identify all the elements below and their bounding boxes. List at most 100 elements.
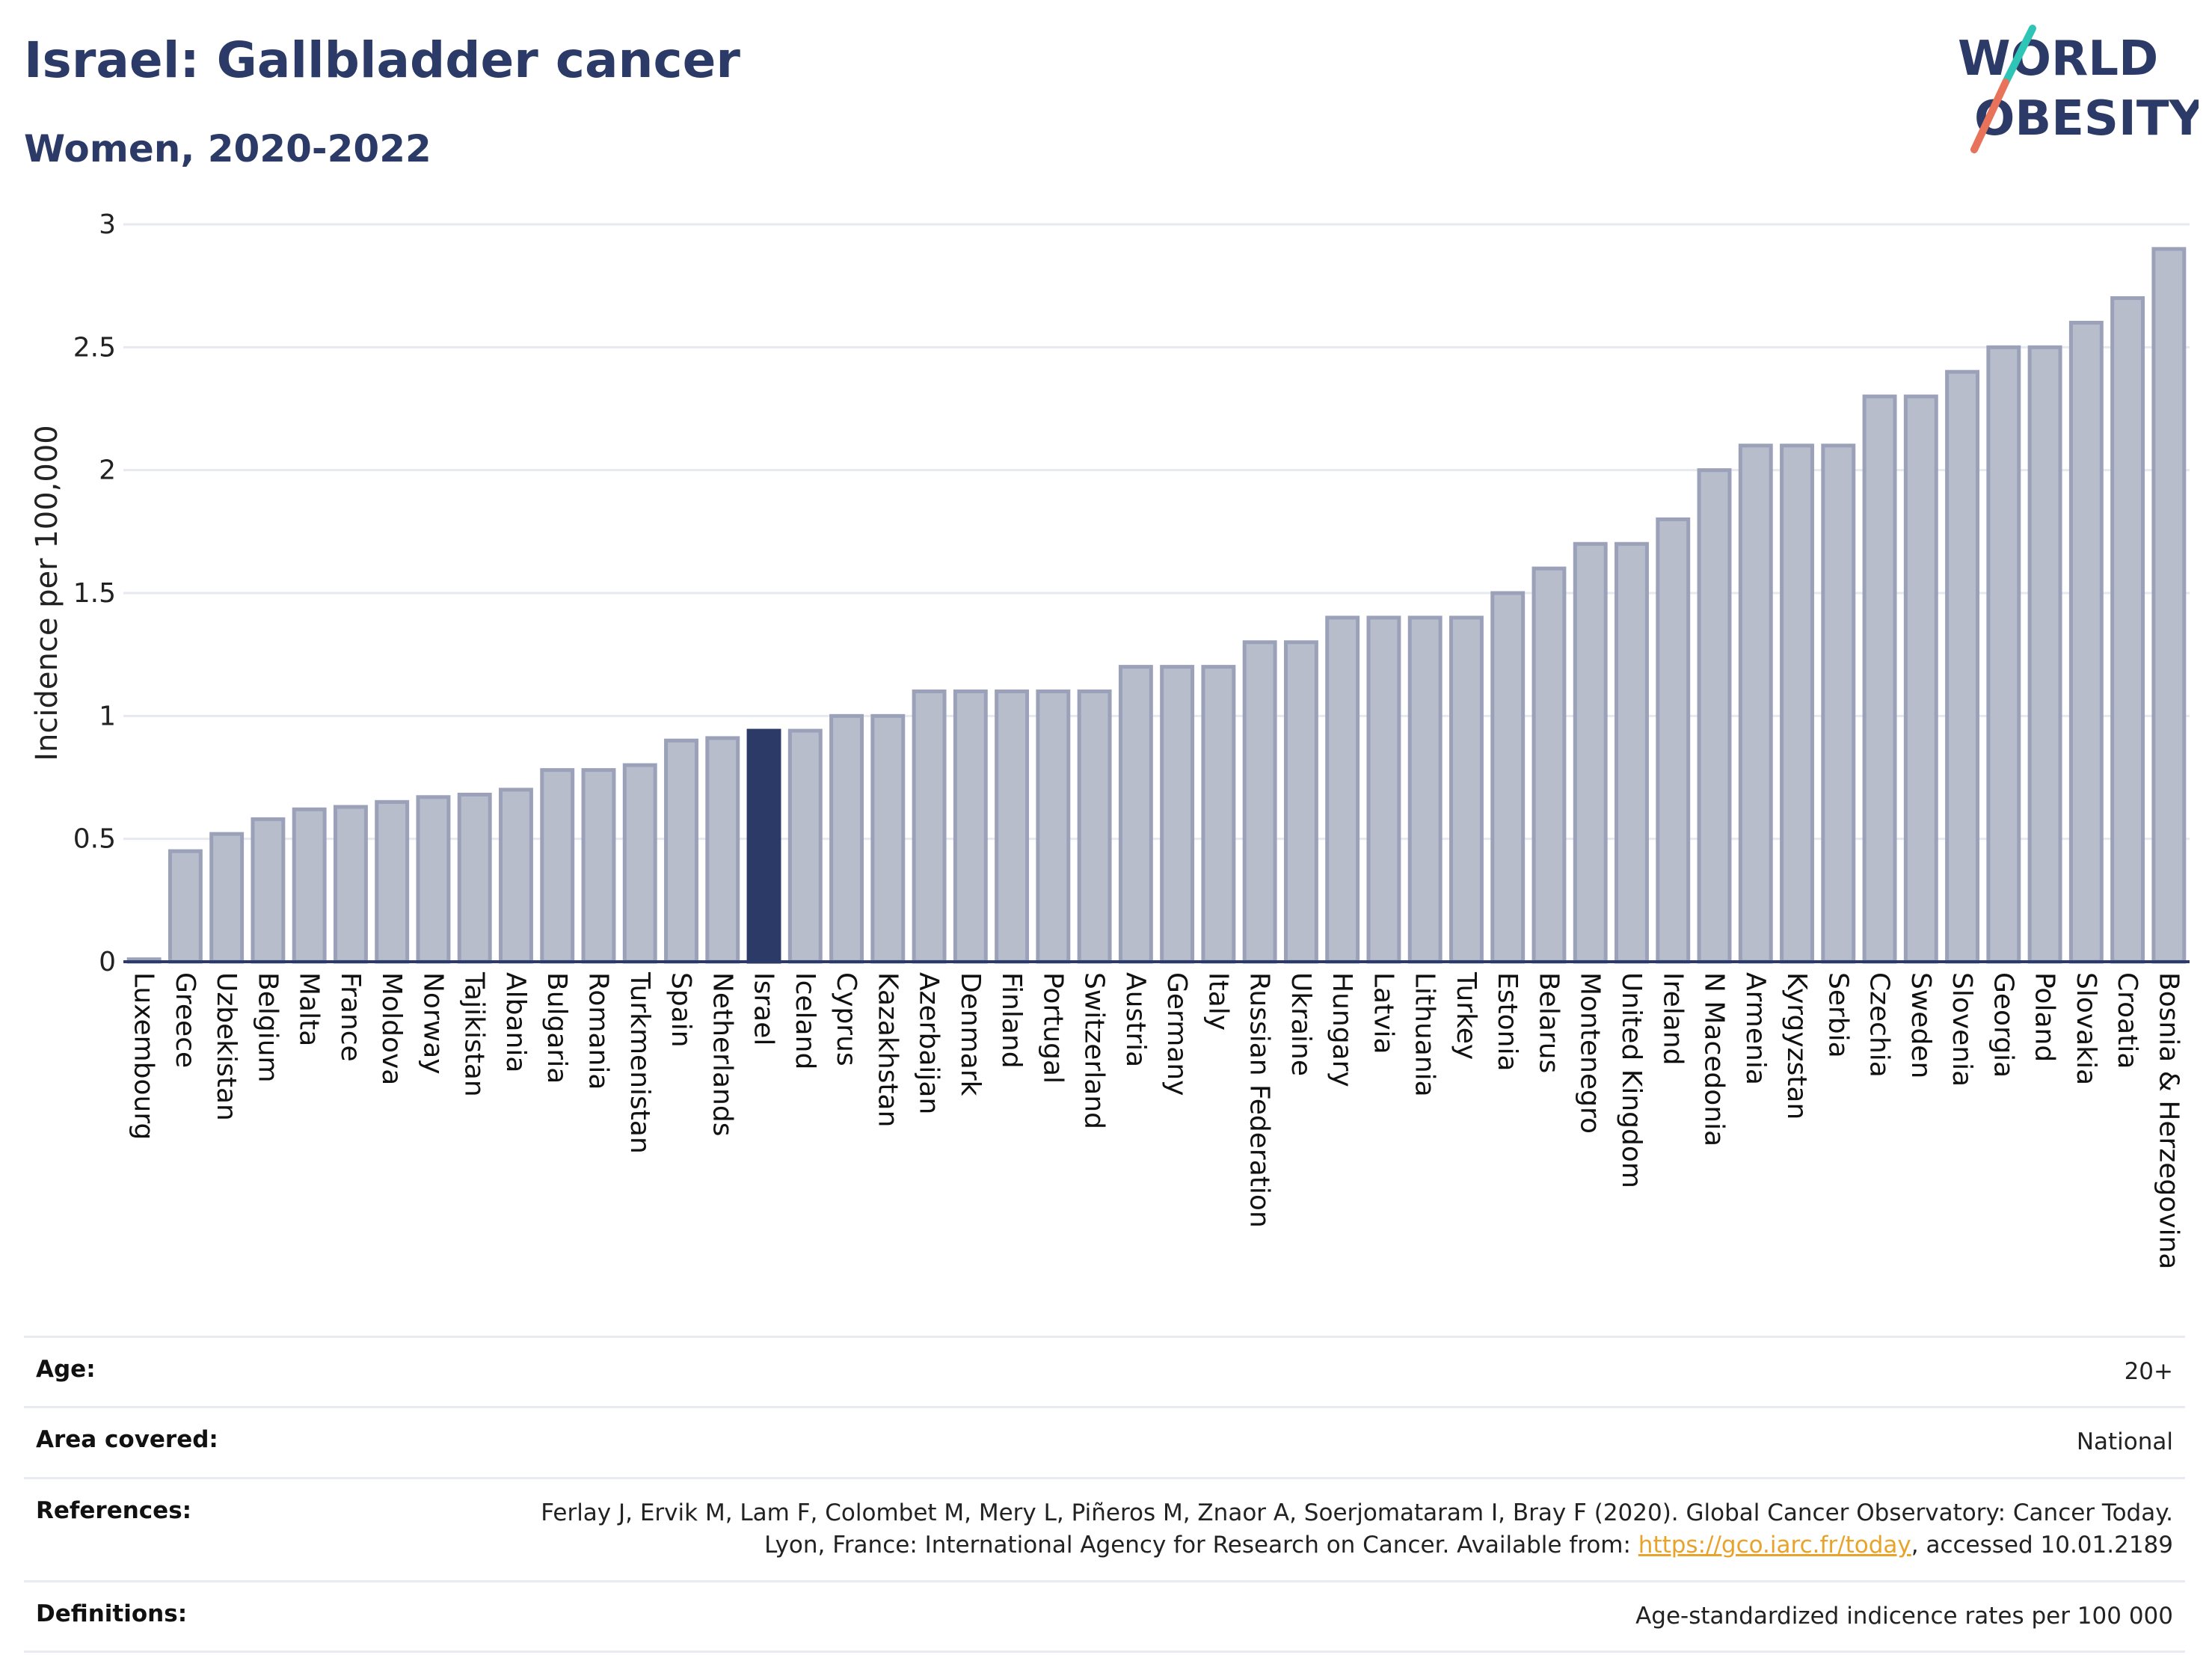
y-axis-label: Incidence per 100,000 [30, 425, 64, 761]
bar [1118, 665, 1153, 964]
bar [1325, 615, 1360, 964]
world-obesity-logo: WORLD OBESITY [1958, 25, 2199, 153]
bar [1201, 665, 1236, 964]
x-tick-label: Switzerland [1079, 972, 1110, 1129]
x-tick-label: Turkey [1451, 971, 1481, 1060]
x-tick-label: Kazakhstan [872, 972, 903, 1127]
y-tick-label: 0.5 [73, 824, 116, 855]
bar [1821, 443, 1856, 964]
x-tick-label: Kyrgyzstan [1781, 972, 1812, 1120]
logo-line1: WORLD [1958, 31, 2158, 87]
y-tick-label: 1.5 [73, 578, 116, 609]
y-tick-label: 2.5 [73, 332, 116, 363]
x-tick-label: Romania [583, 972, 613, 1090]
bar [2027, 345, 2062, 964]
x-tick-label: Moldova [376, 972, 407, 1085]
bar [1697, 468, 1732, 964]
bar [2110, 296, 2145, 964]
x-tick-label: Netherlands [707, 972, 737, 1136]
x-tick-label: Norway [417, 972, 448, 1075]
bar [912, 689, 947, 964]
bar [1531, 566, 1567, 964]
bar [499, 787, 533, 964]
x-tick-label: Tajikistan [459, 971, 490, 1097]
x-tick-label: Latvia [1368, 972, 1398, 1054]
x-tick-label: Croatia [2112, 972, 2142, 1069]
x-tick-label: Belgium [252, 972, 283, 1083]
bar-chart: 0 0.5 1 1.5 2 2.5 3 Incidence per 100,000 Luxemb… [30, 209, 2190, 1269]
bar [1615, 541, 1649, 964]
bar [995, 689, 1030, 964]
meta-references-label: References: [36, 1496, 192, 1524]
x-tick-label: Estonia [1492, 972, 1523, 1072]
x-tick-label: Albania [500, 972, 531, 1072]
bar [1738, 443, 1773, 964]
x-tick-label: Malta [294, 972, 325, 1046]
bar [870, 713, 906, 964]
bar [292, 807, 327, 964]
x-tick-label: Hungary [1327, 972, 1357, 1087]
bar [664, 738, 698, 964]
x-tick-label: Bosnia & Herzegovina [2153, 972, 2184, 1269]
bar [1366, 615, 1401, 964]
bar [1862, 394, 1897, 964]
bar [168, 849, 203, 964]
y-tick-label: 1 [99, 701, 116, 731]
bar [1986, 345, 2021, 964]
bar [829, 713, 864, 964]
bar [581, 768, 616, 964]
bar [2068, 320, 2104, 964]
x-tick-label: Armenia [1740, 972, 1771, 1085]
logo-slash-teal-icon [2002, 25, 2036, 86]
meta-definitions-value: Age-standardized indicence rates per 100… [1635, 1602, 2173, 1630]
bar [416, 795, 451, 964]
x-tick-label: Poland [2030, 972, 2060, 1062]
x-tick-label: Denmark [955, 972, 986, 1096]
bar [746, 728, 781, 964]
x-tick-label: Ukraine [1285, 972, 1316, 1076]
x-tick-label: N Macedonia [1699, 972, 1730, 1146]
x-tick-label: Ireland [1657, 972, 1688, 1066]
meta-row-age: Age: 20+ [24, 1336, 2185, 1406]
x-tick-label: United Kingdom [1616, 972, 1647, 1188]
references-text: Ferlay J, Ervik M, Lam F, Colombet M, Me… [541, 1499, 2173, 1559]
meta-age-value: 20+ [2124, 1358, 2173, 1385]
page-title: Israel: Gallbladder cancer [24, 31, 740, 89]
x-tick-label: Slovenia [1947, 972, 1977, 1087]
page-subtitle: Women, 2020-2022 [24, 127, 431, 171]
bar [209, 832, 245, 964]
bar [2151, 247, 2187, 964]
bar [1077, 689, 1112, 964]
y-tick-label: 2 [99, 455, 116, 486]
bar [953, 689, 988, 964]
bar [1242, 640, 1277, 964]
meta-row-references: References: Ferlay J, Ervik M, Lam F, Co… [24, 1476, 2185, 1580]
x-tick-label: Greece [170, 972, 200, 1068]
x-tick-label: Lithuania [1410, 972, 1440, 1097]
meta-age-label: Age: [36, 1356, 96, 1383]
x-tick-label: Italy [1202, 972, 1233, 1031]
x-tick-label: France [335, 972, 366, 1062]
x-tick-label: Serbia [1822, 972, 1853, 1058]
metadata-table: Age: 20+ Area covered: National Referenc… [24, 1336, 2185, 1653]
x-tick-label: Iceland [790, 972, 820, 1069]
bar [333, 805, 368, 964]
x-tick-label: Portugal [1037, 972, 1068, 1084]
x-tick-label: Israel [749, 972, 779, 1045]
bar [375, 799, 410, 964]
bar [540, 768, 575, 964]
bar [705, 736, 740, 964]
bar [1036, 689, 1071, 964]
meta-area-label: Area covered: [36, 1426, 218, 1454]
x-tick-label: Finland [996, 972, 1027, 1069]
x-tick-label: Bulgaria [541, 972, 572, 1084]
references-link[interactable]: https://gco.iarc.fr/today [1638, 1532, 1911, 1559]
x-tick-label: Russian Federation [1244, 972, 1275, 1228]
bar [1945, 369, 1980, 964]
bar [787, 728, 823, 964]
x-tick-label: Sweden [1905, 972, 1936, 1078]
meta-row-area: Area covered: National [24, 1406, 2185, 1476]
x-tick-label: Slovakia [2071, 972, 2101, 1085]
logo-line2: OBESITY [1974, 91, 2199, 147]
x-tick-label: Luxembourg [129, 972, 159, 1140]
